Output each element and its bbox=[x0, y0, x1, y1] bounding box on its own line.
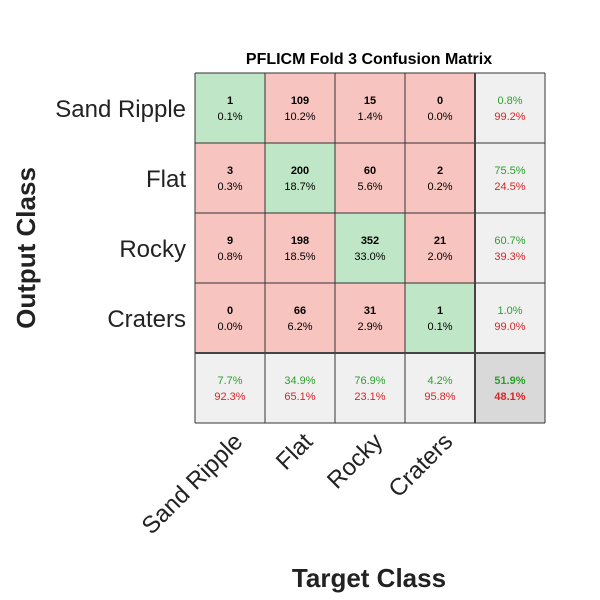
row-summary-incorrect: 99.2% bbox=[494, 111, 525, 123]
row-summary-incorrect: 99.0% bbox=[494, 321, 525, 333]
row-summary-bg bbox=[475, 283, 545, 353]
overall-incorrect: 48.1% bbox=[494, 391, 525, 403]
column-summary-correct: 76.9% bbox=[354, 375, 385, 387]
column-summary-incorrect: 95.8% bbox=[424, 391, 455, 403]
chart-title: PFLICM Fold 3 Confusion Matrix bbox=[246, 51, 492, 68]
cell-percent: 10.2% bbox=[284, 111, 315, 123]
cell-count: 15 bbox=[364, 95, 376, 107]
cell-bg bbox=[335, 143, 405, 213]
cell-percent: 2.0% bbox=[427, 251, 452, 263]
cell-count: 109 bbox=[291, 95, 309, 107]
cell-count: 1 bbox=[227, 95, 233, 107]
row-summary-incorrect: 39.3% bbox=[494, 251, 525, 263]
cell-percent: 18.7% bbox=[284, 181, 315, 193]
row-summary-bg bbox=[475, 143, 545, 213]
cell-percent: 18.5% bbox=[284, 251, 315, 263]
cell-percent: 5.6% bbox=[357, 181, 382, 193]
cell-count: 21 bbox=[434, 235, 446, 247]
overall-accuracy-bg bbox=[475, 353, 545, 423]
cell-percent: 0.0% bbox=[217, 321, 242, 333]
cell-count: 2 bbox=[437, 165, 443, 177]
row-summary-bg bbox=[475, 73, 545, 143]
column-label: Sand Ripple bbox=[137, 428, 249, 540]
column-summary-bg bbox=[195, 353, 265, 423]
cell-count: 3 bbox=[227, 165, 233, 177]
column-label: Rocky bbox=[322, 428, 388, 494]
cell-count: 66 bbox=[294, 305, 306, 317]
column-summary-incorrect: 92.3% bbox=[214, 391, 245, 403]
cell-count: 9 bbox=[227, 235, 233, 247]
y-axis-label: Output Class bbox=[11, 167, 41, 329]
cell-bg bbox=[335, 213, 405, 283]
cell-percent: 0.8% bbox=[217, 251, 242, 263]
cell-bg bbox=[195, 73, 265, 143]
column-label: Craters bbox=[384, 428, 459, 503]
column-label: Flat bbox=[271, 428, 319, 476]
row-summary-incorrect: 24.5% bbox=[494, 181, 525, 193]
row-summary-correct: 1.0% bbox=[497, 305, 522, 317]
row-summary-correct: 60.7% bbox=[494, 235, 525, 247]
cell-bg bbox=[405, 143, 475, 213]
column-summary-bg bbox=[335, 353, 405, 423]
column-summary-bg bbox=[405, 353, 475, 423]
cell-percent: 0.3% bbox=[217, 181, 242, 193]
cell-count: 198 bbox=[291, 235, 309, 247]
overall-correct: 51.9% bbox=[494, 375, 525, 387]
summary-cells: 0.8% 99.2% 75.5% 24.5% 60.7% 39.3% 1.0% 99.0% 7.… bbox=[195, 73, 545, 423]
cell-percent: 1.4% bbox=[357, 111, 382, 123]
cell-bg bbox=[195, 283, 265, 353]
cell-count: 0 bbox=[227, 305, 233, 317]
cell-bg bbox=[195, 143, 265, 213]
cell-percent: 2.9% bbox=[357, 321, 382, 333]
row-summary-correct: 75.5% bbox=[494, 165, 525, 177]
cell-bg bbox=[405, 213, 475, 283]
cell-percent: 0.1% bbox=[427, 321, 452, 333]
cell-bg bbox=[405, 73, 475, 143]
row-summary-bg bbox=[475, 213, 545, 283]
x-axis-label: Target Class bbox=[292, 563, 446, 593]
cell-bg bbox=[335, 283, 405, 353]
column-summary-incorrect: 23.1% bbox=[354, 391, 385, 403]
column-summary-correct: 34.9% bbox=[284, 375, 315, 387]
cell-count: 0 bbox=[437, 95, 443, 107]
cell-percent: 0.2% bbox=[427, 181, 452, 193]
row-label: Sand Ripple bbox=[55, 96, 186, 123]
matrix-grid bbox=[194, 72, 546, 424]
cell-count: 60 bbox=[364, 165, 376, 177]
cell-count: 200 bbox=[291, 165, 309, 177]
column-summary-bg bbox=[265, 353, 335, 423]
row-label: Rocky bbox=[119, 236, 186, 263]
cell-count: 31 bbox=[364, 305, 376, 317]
cell-percent: 0.1% bbox=[217, 111, 242, 123]
row-label: Flat bbox=[146, 166, 186, 193]
cell-bg bbox=[265, 283, 335, 353]
cell-percent: 0.0% bbox=[427, 111, 452, 123]
cell-bg bbox=[405, 283, 475, 353]
cell-count: 352 bbox=[361, 235, 379, 247]
column-summary-correct: 4.2% bbox=[427, 375, 452, 387]
column-summary-correct: 7.7% bbox=[217, 375, 242, 387]
cell-bg bbox=[195, 213, 265, 283]
cell-bg bbox=[265, 143, 335, 213]
cell-percent: 33.0% bbox=[354, 251, 385, 263]
cell-bg bbox=[335, 73, 405, 143]
row-tick-labels: Sand Ripple Flat Rocky Craters bbox=[55, 96, 186, 333]
column-summary-incorrect: 65.1% bbox=[284, 391, 315, 403]
row-label: Craters bbox=[107, 306, 186, 333]
cell-bg bbox=[265, 73, 335, 143]
cell-bg bbox=[265, 213, 335, 283]
row-summary-correct: 0.8% bbox=[497, 95, 522, 107]
cell-count: 1 bbox=[437, 305, 443, 317]
matrix-cells: 10.1%10910.2%151.4%00.0%30.3%20018.7%605… bbox=[195, 73, 475, 353]
cell-percent: 6.2% bbox=[287, 321, 312, 333]
